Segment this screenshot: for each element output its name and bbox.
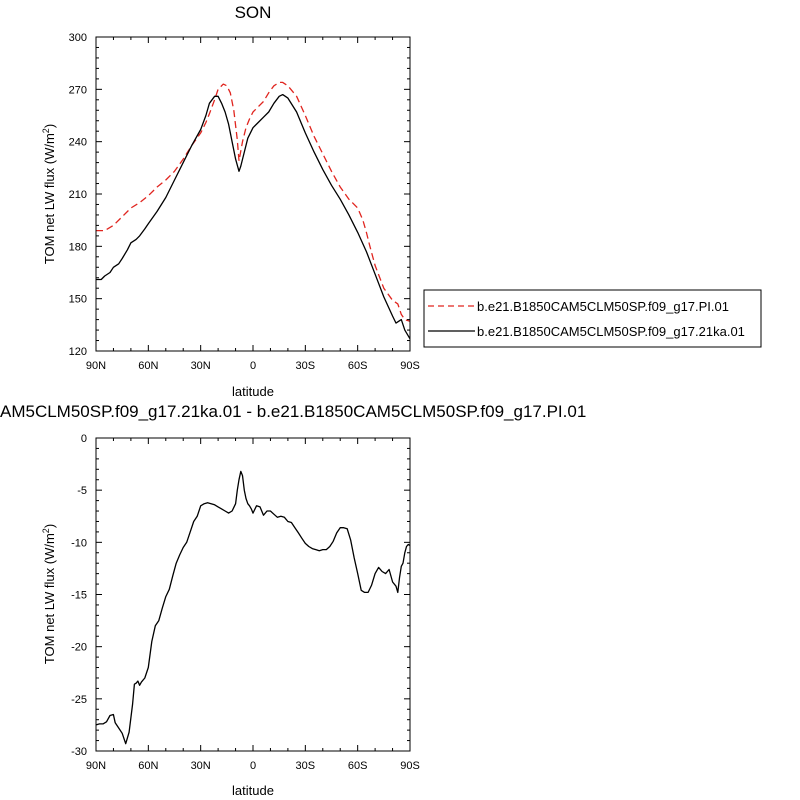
x-tick-label: 90N: [86, 360, 106, 372]
y-tick-label: 300: [69, 32, 87, 44]
y-axis-label-superscript: 2: [41, 528, 51, 533]
y-axis-label-close: ): [42, 524, 57, 528]
x-tick-label: 90S: [400, 360, 420, 372]
x-tick-label: 0: [250, 760, 256, 772]
x-tick-label: 0: [250, 360, 256, 372]
y-tick-label: 0: [81, 433, 87, 445]
x-tick-label: 60S: [348, 760, 368, 772]
y-axis-label-superscript: 2: [41, 128, 51, 133]
bottom-panel: AM5CLM50SP.f09_g17.21ka.01 - b.e21.B1850…: [0, 402, 586, 798]
y-tick-label: 240: [69, 137, 87, 149]
x-tick-label: 30S: [296, 360, 316, 372]
y-tick-label: 150: [69, 294, 87, 306]
y-axis-label-close: ): [42, 124, 57, 128]
legend-box: [423, 289, 762, 348]
chart-title: SON: [235, 3, 272, 22]
x-tick-label: 60N: [138, 360, 158, 372]
x-axis-label: latitude: [232, 384, 274, 399]
y-axis-label-main: TOM net LW flux (W/m: [42, 533, 57, 664]
bottom-series-lines: [95, 470, 411, 745]
top-axis-ticks: 90N 60N 30N 0 30S 60S 90S 120 150 180 210 240 270 300: [69, 32, 420, 372]
top-series-line-1: [96, 81, 411, 322]
top-panel: SON 90N 60N 30N 0 30S 60S 90S 120 150 180 210 240 27…: [41, 3, 420, 399]
legend-label-21ka: b.e21.B1850CAM5CLM50SP.f09_g17.21ka.01: [477, 324, 745, 339]
y-tick-label: -30: [71, 746, 87, 758]
top-series-lines: [96, 81, 411, 340]
y-tick-label: 270: [69, 84, 87, 96]
y-tick-label: -20: [71, 642, 87, 654]
y-tick-label: -10: [71, 537, 87, 549]
x-tick-label: 30N: [191, 760, 211, 772]
x-tick-label: 60S: [348, 360, 368, 372]
x-tick-label: 60N: [138, 760, 158, 772]
y-tick-label: -5: [77, 485, 87, 497]
x-tick-label: 30S: [296, 760, 316, 772]
plot-frame: [95, 437, 411, 752]
bottom-series-line-1: [95, 470, 411, 745]
legend: b.e21.B1850CAM5CLM50SP.f09_g17.PI.01 b.e…: [423, 289, 762, 348]
legend-label-pi: b.e21.B1850CAM5CLM50SP.f09_g17.PI.01: [477, 299, 729, 314]
y-axis-label-main: TOM net LW flux (W/m: [42, 133, 57, 264]
y-tick-label: 180: [69, 241, 87, 253]
top-series-line-2: [96, 93, 411, 340]
x-tick-label: 90N: [86, 760, 106, 772]
x-tick-label: 90S: [400, 760, 420, 772]
y-axis-label: TOM net LW flux (W/m2): [41, 524, 57, 664]
bottom-axis-ticks: 90N 60N 30N 0 30S 60S 90S -30 -25 -20 -15 -10 -5 0: [71, 433, 420, 772]
difference-chart-title: AM5CLM50SP.f09_g17.21ka.01 - b.e21.B1850…: [0, 402, 586, 421]
plot-frame: [95, 36, 411, 352]
x-axis-label: latitude: [232, 783, 274, 798]
y-axis-label: TOM net LW flux (W/m2): [41, 124, 57, 264]
y-tick-label: 210: [69, 189, 87, 201]
y-tick-label: -15: [71, 590, 87, 602]
y-tick-label: -25: [71, 694, 87, 706]
x-tick-label: 30N: [191, 360, 211, 372]
y-tick-label: 120: [69, 346, 87, 358]
